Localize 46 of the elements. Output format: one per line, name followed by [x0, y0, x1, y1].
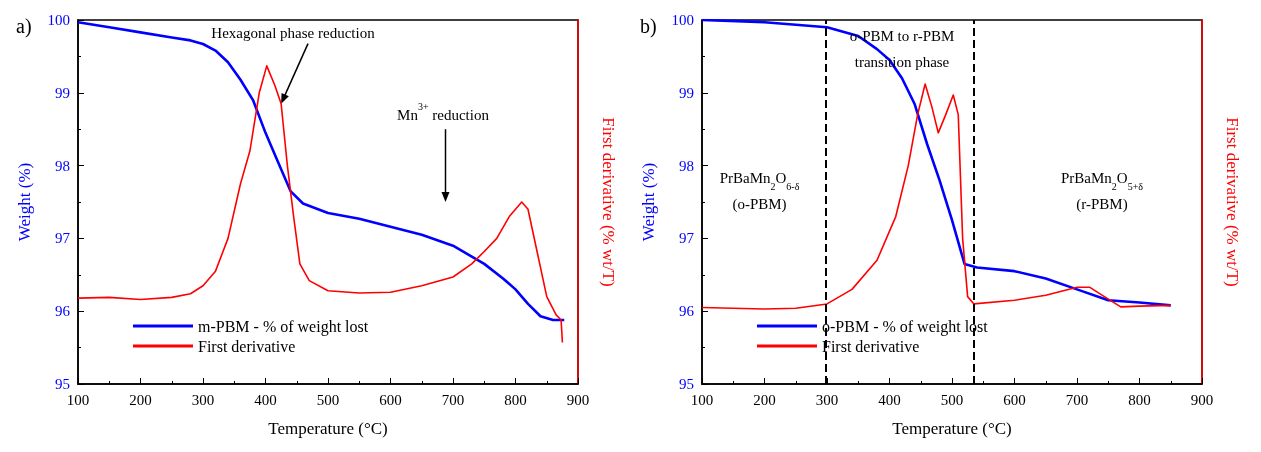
y-tick-label: 96	[679, 303, 695, 320]
legend-label: First derivative	[198, 337, 296, 355]
y2-axis-title: First derivative (% wt/T)	[599, 117, 618, 287]
x-tick-label: 400	[878, 391, 901, 408]
x-tick-label: 500	[316, 391, 340, 408]
text: a)	[16, 15, 32, 38]
x-tick-label: 100	[66, 391, 90, 408]
x-tick-label: 800	[504, 391, 527, 408]
line-series	[76, 20, 566, 322]
x-tick-label: 900	[566, 391, 590, 408]
x-axis-title: Temperature (°C)	[892, 419, 1012, 438]
x-tick-label: 200	[129, 391, 152, 408]
x-tick-label: 300	[191, 391, 215, 408]
x-tick-label: 300	[815, 391, 839, 408]
line-series	[700, 18, 1173, 307]
x-tick-label: 400	[254, 391, 277, 408]
y-axis-title: Weight (%)	[15, 162, 34, 242]
legend-label: m-PBM - % of weight lost	[198, 317, 369, 336]
x-tick-label: 700	[1065, 391, 1089, 408]
line-series	[701, 83, 1172, 310]
x-tick-label: 700	[441, 391, 465, 408]
y-tick-label: 95	[55, 376, 70, 392]
y-axis-title: Weight (%)	[639, 162, 658, 242]
x-tick-label: 900	[1190, 391, 1214, 408]
y-tick-label: 97	[679, 230, 695, 247]
x-tick-label: 600	[379, 391, 402, 408]
y-tick-label: 97	[55, 230, 71, 247]
x-axis-title: Temperature (°C)	[268, 419, 388, 438]
text: b)	[640, 15, 657, 38]
legend-label: o-PBM - % of weight lost	[822, 317, 989, 336]
y-tick-label: 98	[679, 157, 694, 174]
x-tick-label: 200	[753, 391, 776, 408]
x-tick-label: 800	[1128, 391, 1151, 408]
y-tick-label: 100	[47, 12, 70, 28]
x-tick-label: 500	[940, 391, 964, 408]
legend-label: First derivative	[822, 337, 920, 355]
y-tick-label: 95	[679, 376, 694, 392]
y-tick-label: 99	[55, 84, 70, 101]
y2-axis-title: First derivative (% wt/T)	[1223, 117, 1242, 287]
y-tick-label: 98	[55, 157, 70, 174]
y-tick-label: 96	[55, 303, 71, 320]
y-tick-label: 100	[671, 12, 694, 28]
annotation: Hexagonal phase reduction	[211, 24, 376, 41]
y-tick-label: 99	[679, 84, 694, 101]
x-tick-label: 600	[1003, 391, 1026, 408]
x-tick-label: 100	[690, 391, 714, 408]
